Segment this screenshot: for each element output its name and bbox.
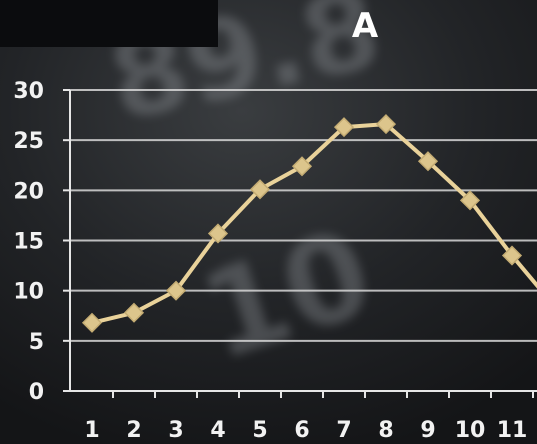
data-point: [81, 312, 103, 333]
x-tick-label: 5: [252, 418, 267, 443]
y-tick-label: 15: [13, 230, 44, 255]
data-point: [417, 151, 439, 172]
data-point: [375, 114, 397, 135]
y-tick-label: 5: [29, 330, 44, 355]
data-point: [459, 190, 481, 211]
series: [81, 114, 537, 333]
y-tick-label: 0: [29, 380, 44, 405]
top-left-panel: [0, 0, 218, 47]
x-tick-label: 8: [378, 418, 393, 443]
y-tick-label: 10: [13, 280, 44, 305]
x-tick-label: 6: [294, 418, 309, 443]
data-point: [501, 245, 523, 266]
data-point: [207, 223, 229, 244]
data-point: [249, 179, 271, 200]
axes: [63, 89, 537, 398]
chart-title: A: [352, 6, 379, 46]
x-tick-label: 3: [168, 418, 183, 443]
x-tick-label: 1: [84, 418, 99, 443]
data-point: [291, 156, 313, 177]
x-tick-label: 2: [126, 418, 141, 443]
data-point: [333, 117, 355, 138]
y-tick-label: 30: [13, 79, 44, 104]
series-line: [91, 122, 537, 325]
x-tick-label: 9: [420, 418, 435, 443]
y-tick-labels: 0 5 10 15 20 25 30: [13, 79, 44, 405]
x-tick-label: 10: [455, 418, 486, 443]
x-tick-label: 7: [336, 418, 351, 443]
x-tick-label: 11: [497, 418, 528, 443]
data-point: [165, 280, 187, 301]
y-tick-label: 25: [13, 129, 44, 154]
x-tick-labels: 1 2 3 4 5 6 7 8 9 10 11: [84, 418, 527, 443]
x-tick-label: 4: [210, 418, 225, 443]
data-point: [123, 302, 145, 323]
y-tick-label: 20: [13, 179, 44, 204]
